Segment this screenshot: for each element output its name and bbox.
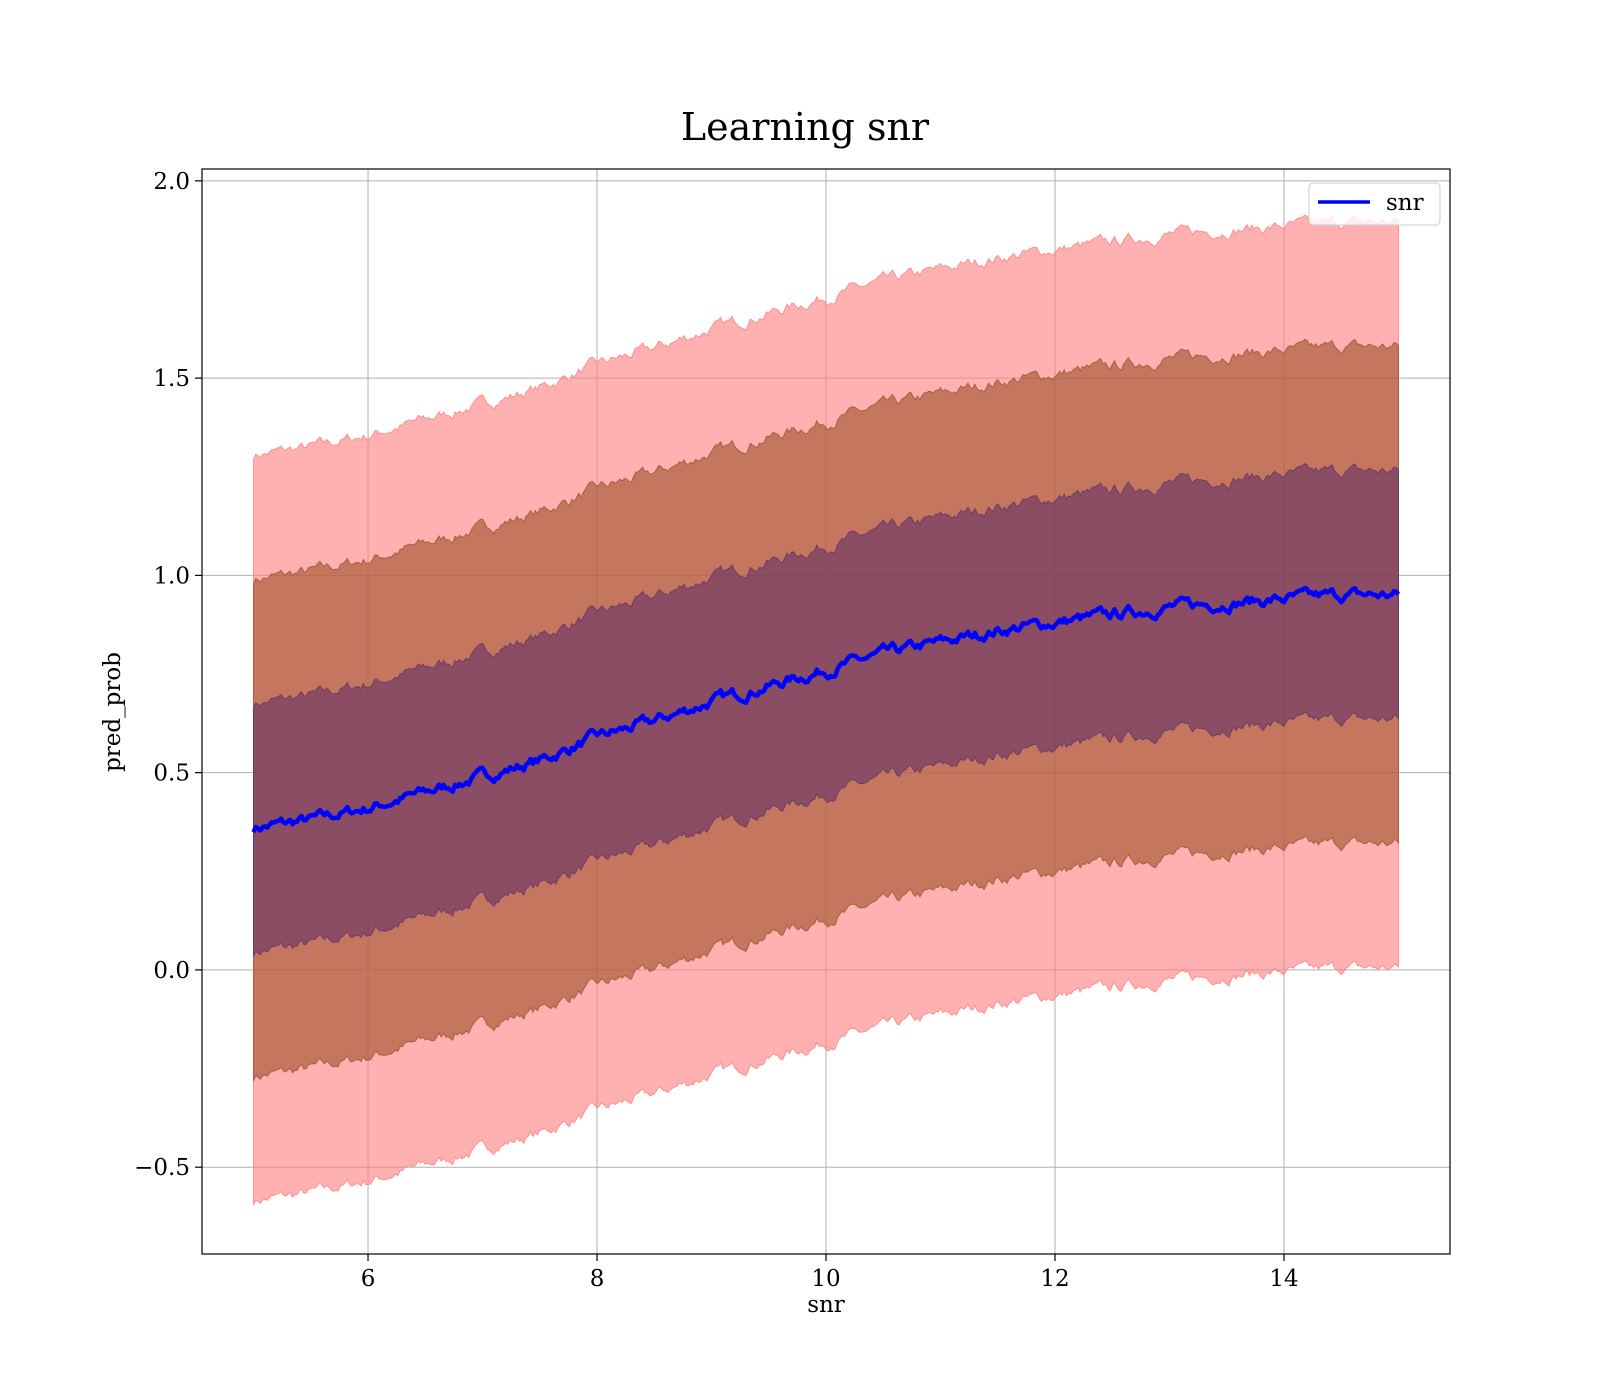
y-tick-label: 0.0	[153, 958, 190, 984]
x-axis-ticks: 6 8 10 12 14	[361, 1254, 1299, 1292]
x-tick-label: 14	[1269, 1266, 1298, 1292]
legend: snr	[1308, 182, 1441, 226]
chart-title: Learning snr	[681, 105, 930, 149]
confidence-bands	[253, 214, 1399, 1206]
y-axis-ticks: −0.5 0.0 0.5 1.0 1.5 2.0	[134, 169, 202, 1181]
x-tick-label: 8	[590, 1266, 605, 1292]
y-tick-label: −0.5	[134, 1155, 190, 1181]
legend-label-snr: snr	[1386, 190, 1424, 216]
y-tick-label: 1.0	[153, 563, 190, 589]
y-tick-label: 2.0	[153, 169, 190, 195]
band-1-sigma	[253, 463, 1399, 957]
series-line-snr	[251, 585, 1401, 834]
x-tick-label: 6	[361, 1266, 376, 1292]
x-tick-label: 12	[1040, 1266, 1069, 1292]
y-tick-label: 0.5	[153, 761, 190, 787]
x-tick-label: 10	[811, 1266, 840, 1292]
y-axis-label: pred_prob	[100, 652, 126, 772]
series-lines	[251, 585, 1401, 834]
legend-box	[1308, 182, 1441, 226]
y-tick-label: 1.5	[153, 366, 190, 392]
x-axis-label: snr	[807, 1292, 845, 1318]
